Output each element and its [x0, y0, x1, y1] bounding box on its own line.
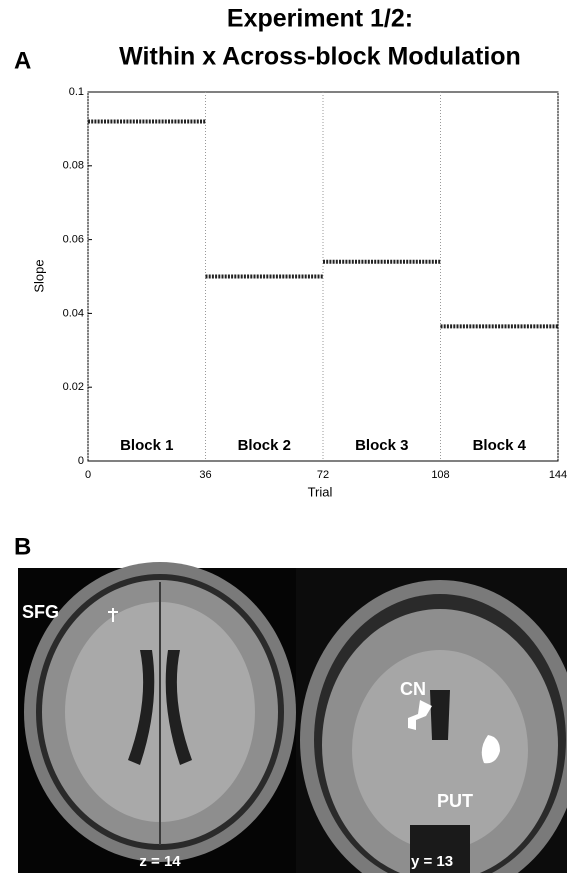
panel-label: B	[14, 533, 31, 560]
x-tick-label: 36	[199, 469, 211, 481]
axial-brain	[24, 562, 296, 862]
block-label: Block 3	[355, 437, 408, 454]
x-axis-label: Trial	[308, 484, 333, 499]
ventricles	[430, 690, 450, 740]
y-tick-label: 0.06	[63, 234, 84, 246]
x-tick-label: 0	[85, 469, 91, 481]
region-label: PUT	[437, 791, 473, 811]
y-tick-label: 0.1	[69, 86, 84, 98]
slice-caption: z = 14	[139, 853, 181, 870]
x-tick-label: 72	[317, 469, 329, 481]
page: Experiment 1/2: Within x Across-block Mo…	[0, 0, 567, 878]
block-label: Block 4	[473, 437, 527, 454]
region-label: CN	[400, 679, 426, 699]
block-label: Block 1	[120, 437, 173, 454]
x-tick-label: 144	[549, 469, 567, 481]
coronal-brain	[296, 568, 567, 873]
y-tick-label: 0.08	[63, 160, 84, 172]
slice-caption: y = 13	[411, 853, 453, 870]
y-tick-label: 0.02	[63, 381, 84, 393]
figure: Experiment 1/2: Within x Across-block Mo…	[0, 0, 567, 873]
region-label: SFG	[22, 602, 59, 622]
x-tick-label: 108	[431, 469, 449, 481]
y-tick-label: 0	[78, 455, 84, 467]
y-axis-label: Slope	[31, 259, 46, 292]
block-label: Block 2	[238, 437, 291, 454]
chart-title: Experiment 1/2:	[227, 5, 413, 33]
chart-subtitle: Within x Across-block Modulation	[119, 43, 521, 71]
panel-label: A	[14, 47, 31, 74]
y-tick-label: 0.04	[63, 307, 84, 319]
white-matter	[352, 650, 528, 850]
